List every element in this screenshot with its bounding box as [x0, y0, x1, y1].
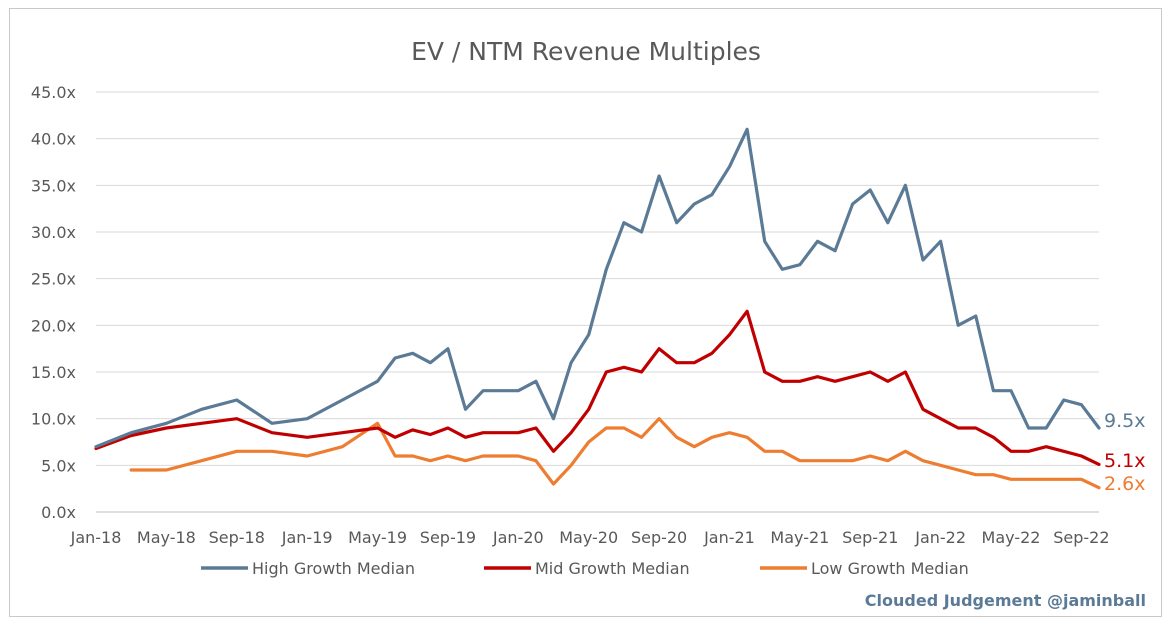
end-value-label: 9.5x — [1104, 410, 1145, 432]
x-axis-ticks: Jan-18 May-18 Sep-18 Jan-19 May-19 Sep-19 Jan-… — [70, 528, 1110, 547]
x-tick-label: Sep-18 — [209, 528, 265, 547]
y-tick-label: 0.0x — [41, 503, 76, 522]
y-tick-label: 5.0x — [41, 456, 76, 475]
end-value-label: 5.1x — [1104, 450, 1145, 472]
y-tick-label: 35.0x — [31, 176, 76, 195]
legend-item: Mid Growth Median — [484, 559, 690, 578]
legend-label: High Growth Median — [252, 559, 415, 578]
legend-item: High Growth Median — [201, 559, 415, 578]
legend-item: Low Growth Median — [760, 559, 969, 578]
y-axis-ticks: 0.0x 5.0x 10.0x 15.0x 20.0x 25.0x 30.0x 35.0x 40… — [31, 83, 76, 522]
series-line-low-growth-median — [129, 417, 1101, 490]
chart-title: EV / NTM Revenue Multiples — [411, 37, 761, 66]
x-tick-label: May-22 — [982, 528, 1041, 547]
x-tick-label: May-20 — [559, 528, 618, 547]
x-tick-label: Jan-20 — [492, 528, 544, 547]
gridlines — [96, 91, 1099, 513]
series-lines — [94, 127, 1101, 490]
watermark-credit: Clouded Judgement @jaminball — [865, 591, 1146, 610]
y-tick-label: 40.0x — [31, 130, 76, 149]
y-tick-label: 45.0x — [31, 83, 76, 102]
x-tick-label: Jan-22 — [914, 528, 966, 547]
y-tick-label: 30.0x — [31, 223, 76, 242]
y-tick-label: 15.0x — [31, 363, 76, 382]
legend-label: Low Growth Median — [811, 559, 969, 578]
series-line-high-growth-median — [94, 127, 1101, 449]
x-tick-label: May-19 — [348, 528, 407, 547]
end-value-label: 2.6x — [1104, 473, 1145, 495]
x-tick-label: Sep-22 — [1053, 528, 1109, 547]
end-labels: 9.5x 5.1x2.6x — [1104, 410, 1145, 495]
x-tick-label: Sep-20 — [631, 528, 687, 547]
y-tick-label: 20.0x — [31, 316, 76, 335]
x-tick-label: May-18 — [137, 528, 196, 547]
x-tick-label: May-21 — [770, 528, 829, 547]
chart-frame — [9, 8, 1162, 617]
x-tick-label: Sep-21 — [842, 528, 898, 547]
x-tick-label: Jan-18 — [70, 528, 122, 547]
legend: High Growth Median Mid Growth Median Low G… — [201, 559, 969, 578]
series-line-mid-growth-median — [94, 309, 1101, 466]
x-tick-label: Sep-19 — [420, 528, 476, 547]
legend-label: Mid Growth Median — [535, 559, 690, 578]
x-tick-label: Jan-21 — [703, 528, 755, 547]
x-tick-label: Jan-19 — [281, 528, 333, 547]
y-tick-label: 25.0x — [31, 270, 76, 289]
y-tick-label: 10.0x — [31, 410, 76, 429]
